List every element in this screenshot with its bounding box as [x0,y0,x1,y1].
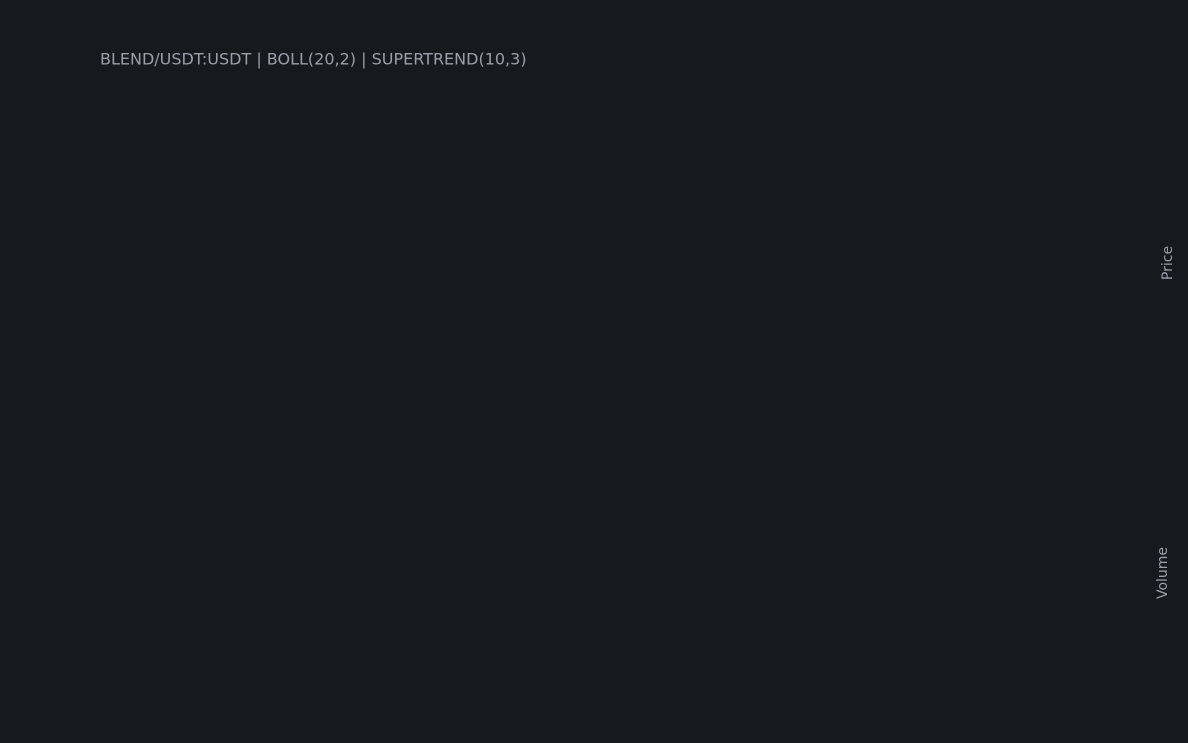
y-axis-label: Price [1160,246,1176,280]
chart-title: BLEND/USDT:USDT | BOLL(20,2) | SUPERTREN… [100,50,527,69]
y-axis-label: Volume [1155,547,1171,599]
